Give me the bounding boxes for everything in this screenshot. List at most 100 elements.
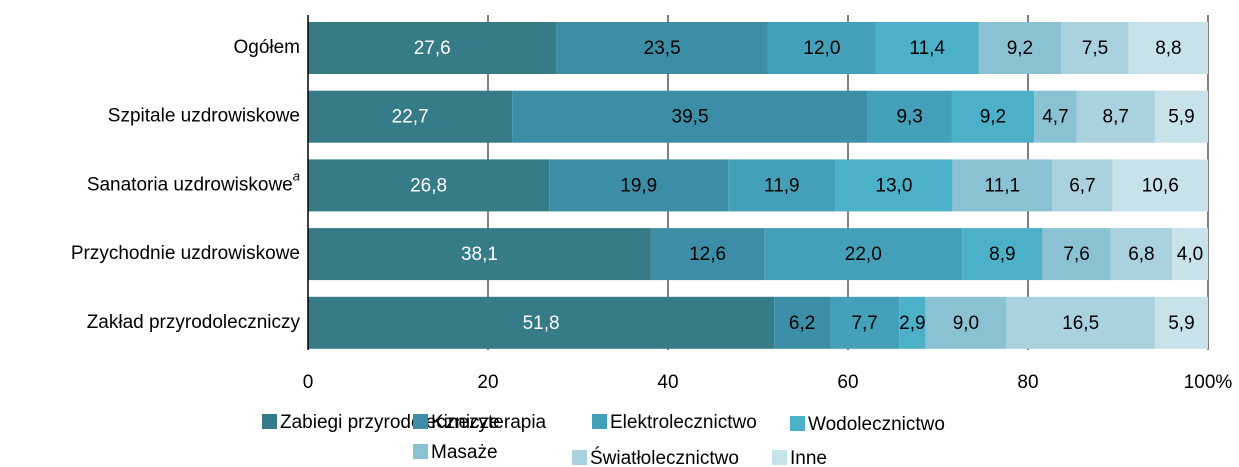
bar-segment xyxy=(1006,296,1155,349)
data-label: 10,6 xyxy=(1142,175,1179,196)
data-label: 7,5 xyxy=(1082,38,1108,59)
bar-segment xyxy=(728,159,836,212)
data-label: 38,1 xyxy=(461,244,498,265)
data-label: 6,2 xyxy=(789,313,815,334)
data-label: 9,3 xyxy=(896,107,922,128)
data-label: 23,5 xyxy=(644,38,681,59)
legend-swatch xyxy=(413,444,428,459)
bar-segment xyxy=(549,159,729,212)
category-label: Sanatoria uzdrowiskowe xyxy=(87,174,293,195)
bar-segment xyxy=(875,22,979,74)
category-label: Szpitale uzdrowiskowe xyxy=(108,106,300,127)
x-tick-label: 40 xyxy=(657,372,678,393)
legend-label: Wodolecznictwo xyxy=(808,414,945,435)
legend-label: Inne xyxy=(790,448,827,467)
data-label: 8,9 xyxy=(989,244,1015,265)
data-label: 7,6 xyxy=(1063,244,1089,265)
bar-segment xyxy=(308,90,513,143)
data-label: 39,5 xyxy=(672,107,709,128)
legend-swatch xyxy=(572,450,587,465)
y-tick-label: Szpitale uzdrowiskowe xyxy=(108,106,300,127)
legend-swatch xyxy=(413,414,428,429)
bar-segment xyxy=(835,159,953,212)
bar-segment xyxy=(830,296,900,349)
data-label: 9,0 xyxy=(953,313,979,334)
data-label: 4,0 xyxy=(1177,244,1203,265)
x-tick-label: 20 xyxy=(477,372,498,393)
data-label: 11,1 xyxy=(985,175,1021,196)
bar-segment xyxy=(650,228,765,281)
bar-segment xyxy=(978,22,1062,74)
legend-label: Masaże xyxy=(431,442,498,463)
data-label: 4,7 xyxy=(1042,107,1068,128)
data-label: 11,9 xyxy=(764,175,800,196)
bar-segment xyxy=(308,228,651,281)
data-label: 11,4 xyxy=(909,38,945,59)
bar-segment xyxy=(962,228,1043,281)
bar-segment xyxy=(512,90,868,143)
bar-segment xyxy=(1076,90,1155,143)
bar-segment xyxy=(556,22,768,74)
data-label: 22,7 xyxy=(392,107,429,128)
bar-segment xyxy=(951,90,1035,143)
category-label: Przychodnie uzdrowiskowe xyxy=(71,243,300,264)
bar-segment xyxy=(925,296,1007,349)
x-tick-label: 60 xyxy=(837,372,858,393)
bar-segment xyxy=(1042,228,1111,281)
x-tick-label: 80 xyxy=(1017,372,1038,393)
legend-swatch xyxy=(592,414,607,429)
bar-segment xyxy=(1112,159,1208,212)
data-label: 22,0 xyxy=(845,244,882,265)
data-label: 51,8 xyxy=(523,313,560,334)
legend-swatch xyxy=(772,450,787,465)
data-label: 19,9 xyxy=(620,175,657,196)
data-label: 27,6 xyxy=(414,38,451,59)
data-label: 12,6 xyxy=(689,244,726,265)
legend-swatch xyxy=(790,416,805,431)
bar-segment xyxy=(1172,228,1208,281)
category-label: Zakład przyrodoleczniczy xyxy=(87,312,301,333)
bar-segment xyxy=(308,22,557,74)
data-label: 13,0 xyxy=(875,175,912,196)
bar-segment xyxy=(1128,22,1208,74)
x-tick-label: 0 xyxy=(303,372,314,393)
y-tick-label: Przychodnie uzdrowiskowe xyxy=(71,243,300,264)
bar-segment xyxy=(867,90,952,143)
data-label: 5,9 xyxy=(1168,107,1194,128)
bar-segment xyxy=(899,296,926,349)
legend-label: Światłolecznictwo xyxy=(590,447,739,467)
bar-segment xyxy=(764,228,963,281)
bar-segment xyxy=(308,296,775,349)
footnote-mark: a xyxy=(293,169,300,184)
bar-segment xyxy=(1154,296,1208,349)
y-tick-label: Ogółem xyxy=(233,37,300,58)
data-label: 2,9 xyxy=(899,313,925,334)
bar-segment xyxy=(1052,159,1113,212)
data-label: 8,8 xyxy=(1155,38,1181,59)
y-tick-label: Sanatoria uzdrowiskowea xyxy=(87,169,300,196)
x-tick-label: 100% xyxy=(1184,372,1233,393)
bar-segment xyxy=(1154,90,1208,143)
bar-segment xyxy=(1061,22,1129,74)
data-label: 5,9 xyxy=(1168,313,1194,334)
legend-label: Zabiegi przyrodolecznicze xyxy=(280,412,500,433)
data-label: 6,8 xyxy=(1128,244,1154,265)
data-label: 9,2 xyxy=(1007,38,1033,59)
data-label: 8,7 xyxy=(1103,107,1129,128)
category-label: Ogółem xyxy=(233,37,300,58)
data-label: 26,8 xyxy=(410,175,447,196)
bar-segment xyxy=(952,159,1053,212)
bar-segment xyxy=(774,296,830,349)
legend-label: Elektrolecznictwo xyxy=(610,412,757,433)
data-label: 7,7 xyxy=(851,313,877,334)
bar-segment xyxy=(767,22,876,74)
data-label: 16,5 xyxy=(1062,313,1099,334)
data-label: 9,2 xyxy=(980,107,1006,128)
legend-swatch xyxy=(262,414,277,429)
bar-segment xyxy=(308,159,550,212)
bar-segment xyxy=(1034,90,1077,143)
y-tick-label: Zakład przyrodoleczniczy xyxy=(87,312,301,333)
data-label: 6,7 xyxy=(1069,175,1095,196)
bar-segment xyxy=(1110,228,1172,281)
